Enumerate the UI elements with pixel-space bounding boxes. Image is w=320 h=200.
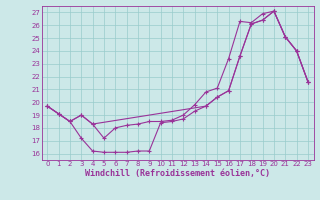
X-axis label: Windchill (Refroidissement éolien,°C): Windchill (Refroidissement éolien,°C) — [85, 169, 270, 178]
